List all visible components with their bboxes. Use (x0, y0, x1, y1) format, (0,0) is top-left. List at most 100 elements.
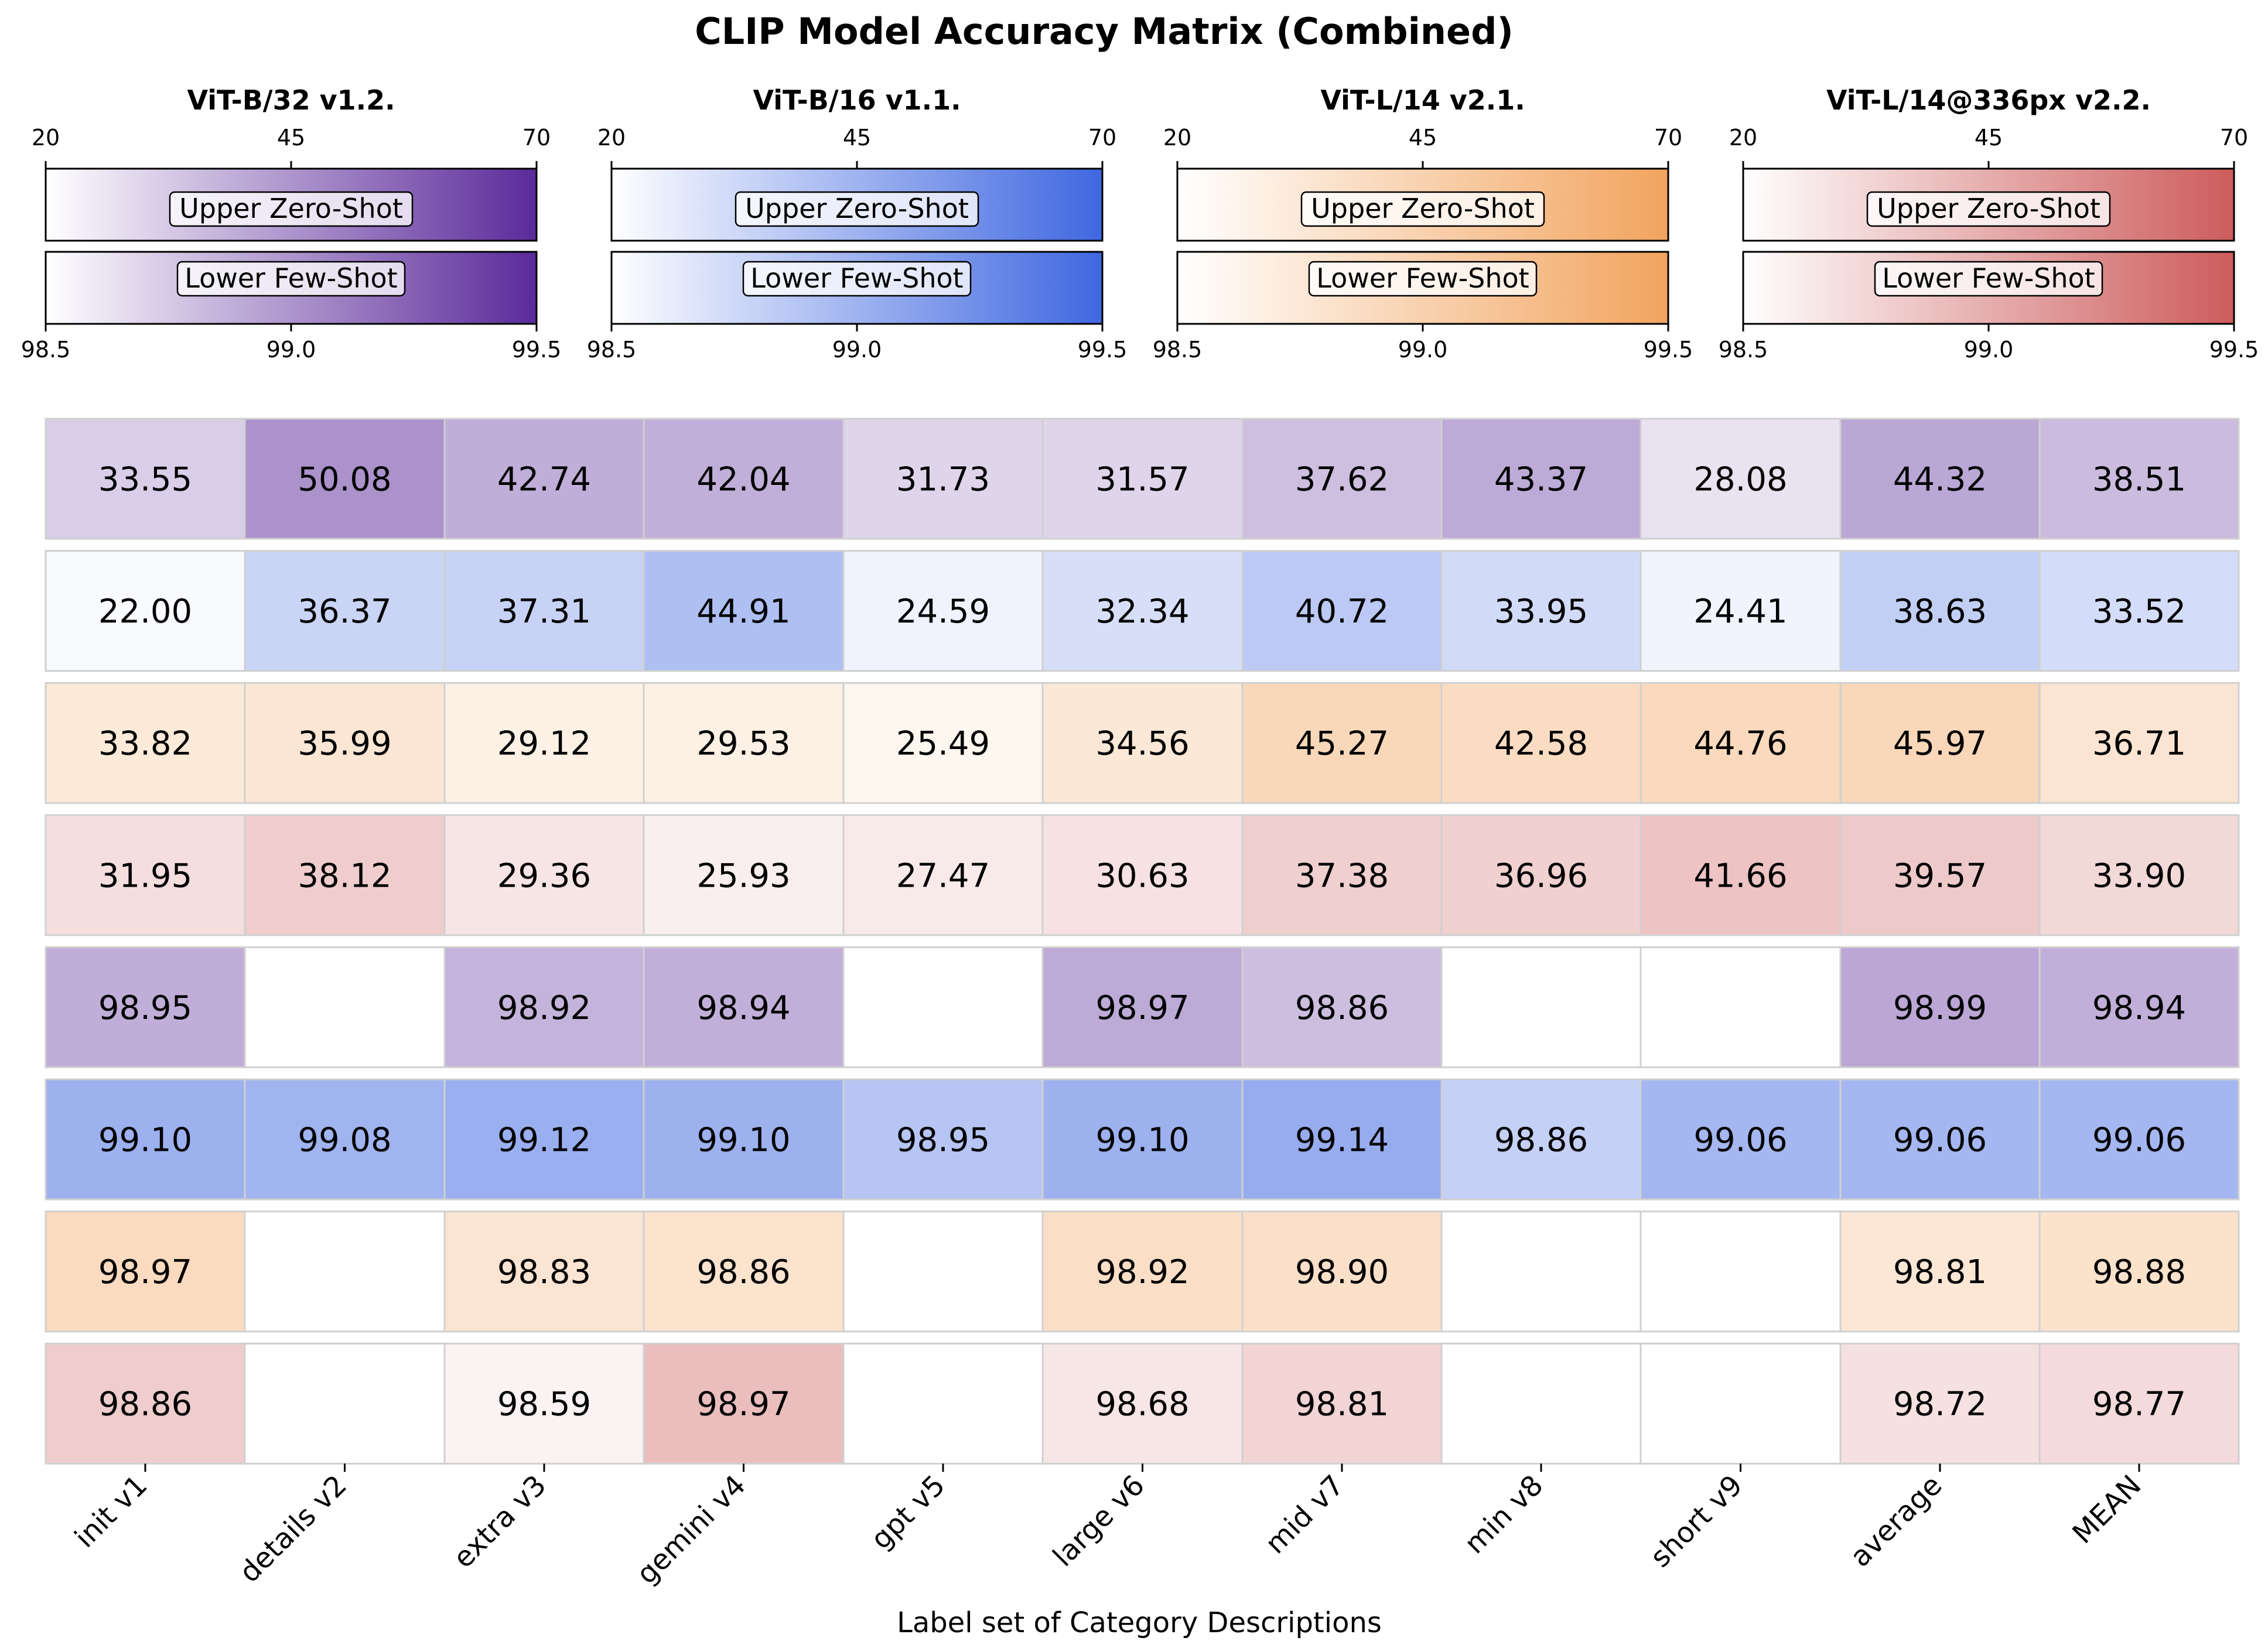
cell-value: 41.66 (1693, 857, 1787, 895)
cell-value: 98.97 (696, 1386, 790, 1424)
lower-label-box (1874, 261, 2103, 297)
heatmap-cell (45, 418, 246, 540)
upper-tick-label: 20 (1163, 125, 1191, 151)
heatmap-cell (443, 1342, 645, 1465)
cell-value: 98.92 (497, 989, 591, 1027)
heatmap-cell (1041, 550, 1244, 672)
heatmap-cell (643, 682, 845, 804)
cell-value: 29.53 (696, 725, 790, 763)
heatmap-cell (45, 946, 246, 1068)
upper-label-box (169, 191, 414, 227)
heatmap-cell (1839, 1078, 2041, 1201)
cell-value: 98.83 (497, 1253, 591, 1291)
cell-value: 42.58 (1494, 725, 1588, 763)
upper-label-box (735, 191, 979, 227)
heatmap-cell (1639, 550, 1842, 672)
heatmap-cell (45, 1342, 246, 1465)
heatmap-cell (842, 1342, 1044, 1465)
heatmap-cell (1839, 550, 2041, 672)
cell-value: 29.36 (497, 857, 591, 895)
heatmap-cell (443, 1078, 645, 1201)
heatmap-cell (1241, 550, 1443, 672)
cell-value: 98.77 (2092, 1386, 2186, 1424)
heatmap-row: 22.00 36.37 37.31 44.91 24.59 32.34 40.72 33.95… (45, 550, 2240, 672)
heatmap-cell (2038, 1342, 2240, 1465)
x-tick-label: average (1844, 1469, 1949, 1574)
cell-value: 31.95 (98, 857, 192, 895)
heatmap-cell (1839, 1211, 2041, 1333)
cell-value: 99.10 (696, 1122, 790, 1160)
lower-tick-label: 99.0 (267, 337, 316, 363)
cell-value: 34.56 (1095, 725, 1189, 763)
cell-value: 98.81 (1893, 1253, 1987, 1291)
heatmap-cell (1241, 1342, 1443, 1465)
x-tick-label: large v6 (1047, 1469, 1151, 1573)
x-tick-label: short v9 (1644, 1469, 1749, 1574)
cell-value: 44.91 (696, 593, 790, 631)
heatmap-cell (1041, 418, 1244, 540)
lower-label-text: Lower Few-Shot (750, 262, 963, 294)
heatmap-cell (2038, 946, 2240, 1068)
lower-label-text: Lower Few-Shot (1882, 262, 2095, 294)
cell-value: 98.97 (98, 1253, 192, 1291)
colorbar-2: ViT-B/16 v1.1. 20 45 70 98.5 99.0 99.5 Upper Ze… (587, 84, 1128, 363)
heatmap-cell (643, 1342, 845, 1465)
heatmap-cell (1041, 946, 1244, 1068)
cell-value: 42.04 (696, 461, 790, 499)
colorbar-4: ViT-L/14@336px v2.2. 20 45 70 98.5 99.0 99.5 Up… (1719, 84, 2259, 363)
cell-value: 38.12 (298, 857, 391, 895)
cell-value: 98.95 (98, 989, 192, 1027)
cell-value: 35.99 (298, 725, 391, 763)
heatmap-cell (842, 946, 1044, 1068)
cell-value: 33.90 (2092, 857, 2186, 895)
cell-value: 98.86 (696, 1253, 790, 1291)
heatmap-cell (2038, 1211, 2240, 1333)
cell-value: 44.76 (1693, 725, 1787, 763)
heatmap-cell (1639, 682, 1842, 804)
cell-value: 98.86 (98, 1386, 192, 1424)
cell-value: 43.37 (1494, 461, 1588, 499)
heatmap-cell (244, 814, 446, 936)
upper-label-text: Upper Zero-Shot (1877, 193, 2100, 224)
heatmap-cell (244, 1211, 446, 1333)
lower-tick-label: 99.5 (1078, 337, 1128, 363)
upper-tick-label: 20 (32, 125, 60, 151)
colorbar-title: ViT-L/14 v2.1. (1320, 84, 1525, 116)
colorbar-1: ViT-B/32 v1.2. 20 45 70 98.5 99.0 99.5 Upper Ze… (21, 84, 562, 363)
lower-tick-label: 98.5 (21, 337, 71, 363)
lower-tick-label: 98.5 (1153, 337, 1203, 363)
cell-value: 98.59 (497, 1386, 591, 1424)
cell-value: 36.71 (2092, 725, 2186, 763)
cell-value: 98.92 (1095, 1253, 1189, 1291)
cell-value: 98.86 (1295, 989, 1389, 1027)
heatmap-cell (45, 682, 246, 804)
heatmap-cell (842, 1211, 1044, 1333)
cell-value: 98.99 (1893, 989, 1987, 1027)
x-tick-label: min v8 (1458, 1469, 1549, 1560)
x-axis-label: Label set of Category Descriptions (897, 1606, 1382, 1639)
heatmap-cell (1241, 1078, 1443, 1201)
upper-tick-label: 20 (1729, 125, 1757, 151)
cell-value: 99.06 (2092, 1122, 2186, 1160)
heatmap-cell (1639, 1342, 1842, 1465)
heatmap-row: 98.86 98.59 98.97 98.68 98.81 98.72 98.77 (45, 1342, 2240, 1465)
upper-tick-label: 70 (1088, 125, 1116, 151)
lower-label-box (1308, 261, 1538, 297)
cell-value: 33.95 (1494, 593, 1588, 631)
x-tick-labels: init v1 details v2 extra v3 gemini v4 gpt v5… (69, 1464, 2147, 1591)
cell-value: 24.59 (896, 593, 990, 631)
heatmap-cell (1839, 814, 2041, 936)
lower-label-box (742, 261, 972, 297)
x-tick-label: details v2 (233, 1469, 353, 1589)
heatmap-row: 33.55 50.08 42.74 42.04 31.73 31.57 37.62 43.37… (45, 418, 2240, 540)
colorbar-legends: ViT-B/32 v1.2. 20 45 70 98.5 99.0 99.5 Upper Ze… (21, 84, 2259, 363)
lower-tick-label: 98.5 (587, 337, 637, 363)
cell-value: 25.93 (696, 857, 790, 895)
x-tick-label: gemini v4 (630, 1469, 752, 1591)
heatmap-cell (1440, 1211, 1642, 1333)
heatmap-cell (244, 946, 446, 1068)
heatmap-cell (643, 418, 845, 540)
heatmap-cell (1639, 1078, 1842, 1201)
colorbar-3: ViT-L/14 v2.1. 20 45 70 98.5 99.0 99.5 Upper Ze… (1153, 84, 1693, 363)
heatmap-cell (1241, 418, 1443, 540)
